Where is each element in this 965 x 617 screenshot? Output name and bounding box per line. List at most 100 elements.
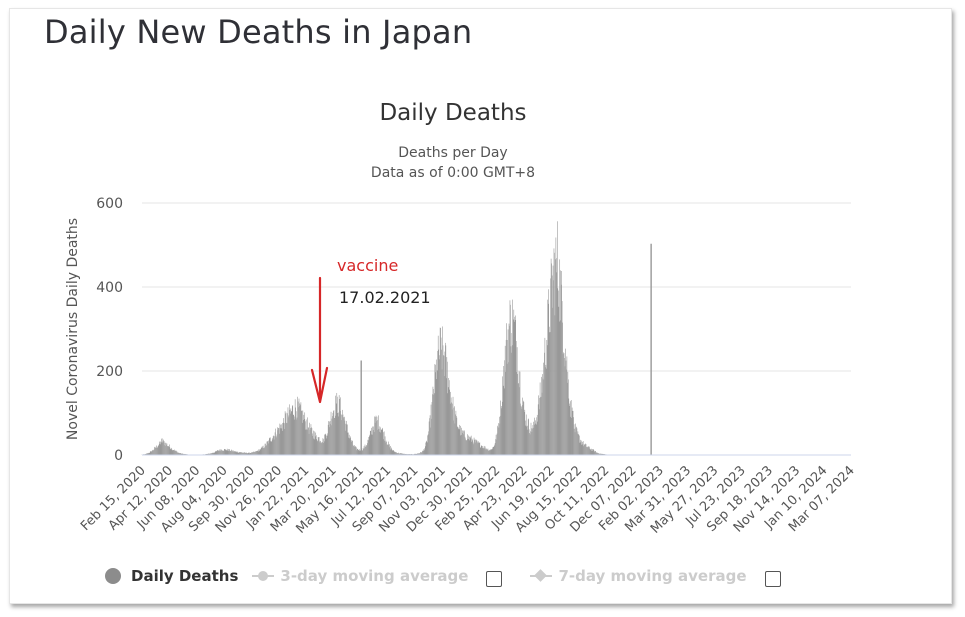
annotation-arrow [310, 276, 329, 404]
bar [496, 439, 497, 455]
bar [274, 432, 276, 455]
bar [455, 414, 456, 455]
bar [574, 432, 576, 455]
bar [444, 376, 445, 455]
bar [524, 411, 525, 455]
checkbox-7-day-average[interactable] [764, 571, 781, 587]
bar [593, 450, 595, 455]
bar [287, 413, 288, 455]
bar [363, 446, 365, 455]
bar [417, 453, 419, 455]
bar [277, 427, 278, 455]
bar [398, 453, 400, 455]
bar [586, 446, 588, 455]
bar [163, 441, 165, 455]
bar [169, 447, 171, 455]
bar [459, 435, 461, 455]
legend-item-7-day-average[interactable]: 7-day moving average [530, 567, 747, 585]
bar [380, 429, 382, 455]
bar [420, 452, 421, 455]
bar [263, 448, 265, 455]
bar [290, 408, 292, 455]
bar [483, 445, 485, 455]
bar [496, 433, 498, 455]
bar [469, 440, 471, 455]
bar [475, 442, 476, 455]
bar [474, 439, 475, 455]
bar [600, 453, 601, 455]
bar [424, 446, 426, 455]
bar [577, 433, 578, 455]
legend-item-daily-deaths[interactable]: Daily Deaths [105, 567, 238, 585]
bar [169, 444, 170, 455]
bar [386, 444, 388, 455]
bar [261, 446, 263, 455]
bar [166, 443, 168, 455]
bar [568, 405, 570, 455]
bar [399, 453, 400, 455]
bar [174, 450, 176, 455]
bar [400, 453, 402, 455]
bar [362, 448, 364, 455]
bar [562, 354, 564, 455]
bar [573, 424, 575, 455]
legend-item-3-day-average[interactable]: 3-day moving average [252, 567, 468, 585]
bar [229, 451, 231, 455]
bar [563, 352, 564, 455]
bar [554, 252, 555, 455]
bar [167, 446, 168, 455]
bar [383, 439, 384, 455]
bar [262, 447, 263, 455]
bar [500, 415, 502, 455]
bar [487, 449, 488, 455]
bar [327, 424, 329, 455]
bar [302, 410, 304, 455]
bar [418, 453, 419, 455]
bar [221, 449, 222, 455]
bar [430, 404, 432, 455]
bar [168, 446, 170, 455]
bar [335, 395, 336, 455]
bar [366, 445, 367, 455]
bar [149, 451, 151, 455]
bar [582, 444, 583, 455]
bar [210, 453, 212, 455]
bar [471, 438, 473, 455]
bar [170, 449, 172, 455]
bar [386, 441, 387, 455]
bar [146, 453, 148, 455]
bar [279, 433, 280, 455]
bar [596, 452, 597, 455]
bar [542, 378, 544, 455]
bar [367, 439, 369, 455]
bar [534, 417, 535, 455]
bar [498, 423, 499, 455]
bar [515, 341, 517, 455]
bar [457, 427, 459, 455]
bar [266, 445, 267, 455]
bar [289, 404, 290, 455]
bar [392, 450, 394, 455]
bar [301, 410, 302, 455]
bar [571, 417, 572, 455]
bar [159, 441, 161, 455]
bar [502, 385, 504, 455]
bar [501, 408, 503, 455]
bar [436, 370, 438, 455]
bar [460, 434, 462, 455]
bar [344, 416, 345, 455]
bar [145, 453, 147, 455]
bar [313, 439, 315, 455]
bar [328, 421, 329, 455]
checkbox-3-day-average[interactable] [486, 571, 503, 587]
bar [321, 443, 323, 455]
bar [280, 424, 282, 455]
bar [486, 448, 487, 455]
bar [346, 420, 347, 455]
bar [493, 446, 495, 455]
bar [573, 417, 574, 455]
bar [502, 376, 503, 455]
bar [522, 397, 523, 455]
bar [167, 445, 169, 455]
bar [594, 450, 596, 455]
